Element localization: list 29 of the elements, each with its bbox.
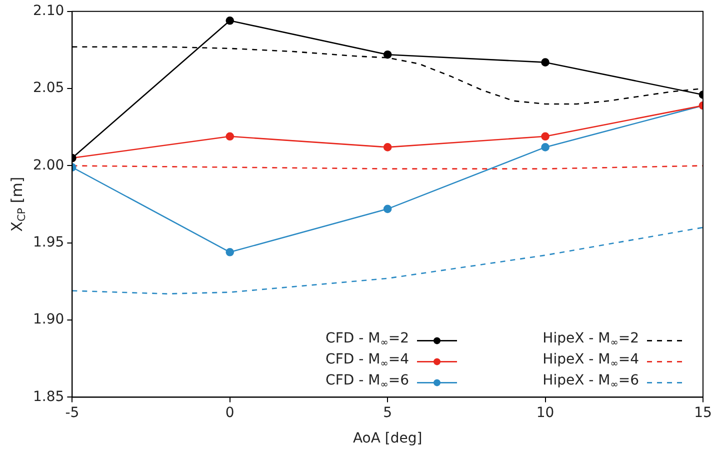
legend-label: HipeX - M∞=4 [542,351,640,370]
point [541,132,550,141]
y-tick-label: 2.10 [33,3,64,20]
x-tick-label: -5 [65,405,80,422]
legend-label: HipeX - M∞=2 [542,330,640,348]
point [383,143,392,152]
line-series [72,226,703,294]
x-axis-title: AoA [deg] [352,430,422,447]
x-tick-label: 10 [536,405,554,422]
legend-label: CFD - M∞=4 [326,351,410,370]
point [226,248,234,256]
legend-label: CFD - M∞=2 [326,330,410,348]
legend-label: CFD - M∞=6 [326,372,410,390]
y-tick-label: 1.95 [33,234,64,251]
y-tick-label: 1.90 [33,312,64,328]
y-tick-label: 1.85 [33,388,64,405]
point [383,204,392,214]
x-tick-label: 15 [694,405,712,422]
point [383,50,392,59]
point [541,58,550,66]
y-axis-title: XCP [m] [8,176,28,232]
x-tick-label: 5 [383,405,392,422]
point [226,16,234,25]
point [541,143,550,152]
point [226,132,234,141]
legend-label: HipeX - M∞=6 [542,372,640,390]
y-tick-label: 2.05 [33,80,64,96]
y-tick-label: 2.00 [33,157,64,174]
x-tick-label: 0 [225,405,234,422]
